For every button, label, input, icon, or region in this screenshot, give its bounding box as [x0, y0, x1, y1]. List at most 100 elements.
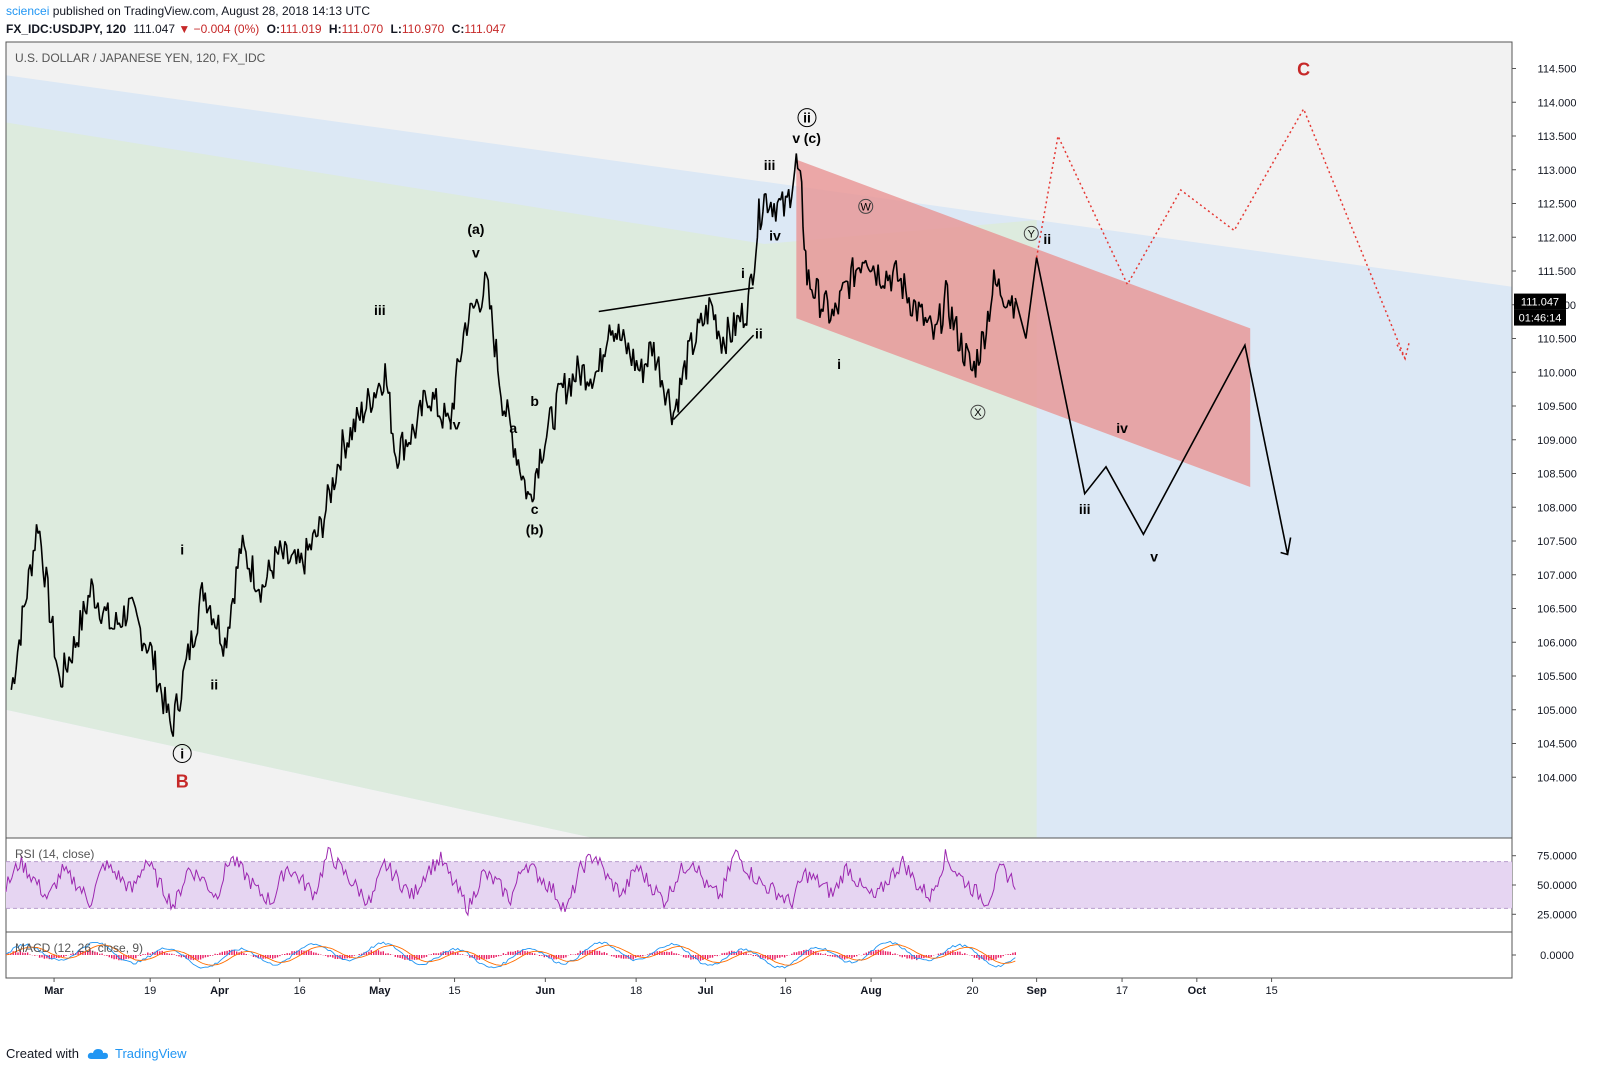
rsi-band	[6, 861, 1512, 909]
open-value: 111.019	[279, 22, 322, 36]
wave-label: iv	[1116, 420, 1128, 436]
wave-label: ii	[755, 326, 763, 342]
tradingview-brand: TradingView	[114, 1046, 187, 1061]
price-axis-label: 105.500	[1537, 671, 1577, 683]
price-axis-label: 104.500	[1537, 739, 1577, 751]
price-axis-label: 112.000	[1538, 232, 1577, 244]
wave-label-circle	[858, 198, 874, 214]
high-label: H:	[328, 22, 342, 36]
wave-label: a	[509, 420, 517, 436]
rsi-title: RSI (14, close)	[15, 847, 94, 861]
low-label: L:	[390, 22, 402, 36]
footer: Created with TradingView	[6, 1046, 187, 1061]
wave-label: ii	[1043, 231, 1051, 247]
wave-label: v	[472, 245, 480, 261]
time-axis-label: 19	[144, 985, 156, 997]
wave-label: iv	[769, 228, 781, 244]
price-axis-label: 107.000	[1537, 570, 1577, 582]
wave-label: ii	[210, 677, 218, 693]
chart-border	[5, 41, 1513, 979]
wave-label: i	[180, 745, 184, 761]
time-axis-label: 15	[1265, 985, 1277, 997]
time-axis-label: Oct	[1188, 985, 1207, 997]
wave-label-circle	[172, 743, 192, 763]
time-axis-label: Apr	[210, 985, 230, 997]
wave-label: W	[861, 201, 872, 213]
price-axis-label: 108.000	[1537, 502, 1577, 514]
wave-label: C	[1297, 59, 1310, 79]
close-value: 111.047	[464, 22, 506, 36]
price-axis-label: 112.500	[1538, 199, 1577, 211]
price-axis-label: 109.500	[1537, 401, 1577, 413]
high-value: 111.070	[341, 22, 384, 36]
time-axis-label: 18	[630, 985, 642, 997]
chart-title: U.S. DOLLAR / JAPANESE YEN, 120, FX_IDC	[15, 51, 266, 65]
macd-title: MACD (12, 26, close, 9)	[15, 941, 143, 955]
wedge-lower-line	[672, 334, 755, 421]
last-price-marker	[1514, 293, 1566, 310]
wave-label: i	[837, 356, 841, 372]
low-value: 110.970	[401, 22, 445, 36]
price-axis-label: 107.500	[1537, 536, 1577, 548]
time-axis-label: Aug	[860, 985, 881, 997]
tradingview-link[interactable]: TradingView	[87, 1046, 187, 1061]
price-axis-label: 106.000	[1537, 637, 1577, 649]
last-price: 111.047	[133, 22, 175, 36]
wave-label: B	[176, 771, 189, 791]
time-axis-label: Jun	[536, 985, 556, 997]
publish-info: published on TradingView.com, August 28,…	[52, 4, 371, 18]
channel-red	[796, 159, 1251, 487]
time-axis-label: Jul	[698, 985, 714, 997]
open-label: O:	[266, 22, 280, 36]
price-axis-label: 113.500	[1538, 131, 1577, 143]
price-axis-label: 111.500	[1538, 266, 1576, 278]
price-axis-label: 114.500	[1538, 64, 1577, 76]
macd-axis-label: 0.0000	[1540, 950, 1574, 962]
projection-alt-path	[1035, 107, 1406, 359]
projection-main-path	[1014, 257, 1289, 555]
time-axis-label: 15	[448, 985, 460, 997]
change-label: ▼ −0.004 (0%)	[178, 22, 260, 36]
time-axis-label: 16	[780, 985, 792, 997]
last-price-text: 111.047	[1521, 297, 1559, 309]
macd-signal-line	[5, 944, 1016, 966]
wave-label: (c)	[804, 130, 821, 146]
wave-label: c	[531, 501, 539, 517]
close-label: C:	[451, 22, 465, 36]
wave-label: iv	[449, 417, 461, 433]
wave-label: ii	[803, 110, 811, 126]
author-link[interactable]: sciencei	[6, 4, 50, 18]
time-axis-label: Mar	[44, 985, 64, 997]
projection-alt-arrowhead	[1396, 342, 1410, 361]
wedge-upper-line	[598, 287, 754, 313]
wave-label: (a)	[467, 221, 484, 237]
wave-label-circle	[797, 108, 817, 128]
projection-main-arrowhead	[1280, 537, 1292, 556]
wave-label: X	[974, 407, 982, 419]
tradingview-cloud-icon	[87, 1048, 108, 1059]
price-axis-label: 108.500	[1537, 469, 1577, 481]
wave-label: v	[1150, 548, 1158, 564]
price-axis-label: 113.000	[1538, 165, 1577, 177]
price-axis-label: 105.000	[1537, 705, 1577, 717]
time-axis-label: Sep	[1027, 985, 1047, 997]
wave-label-circle	[1023, 225, 1039, 241]
macd-line	[5, 940, 1016, 969]
time-axis-label: 20	[966, 985, 978, 997]
wave-label: b	[530, 393, 539, 409]
rsi-line	[5, 846, 1016, 917]
time-axis-label: 16	[294, 985, 306, 997]
rsi-axis-label: 50.0000	[1537, 880, 1577, 892]
time-axis-label: 17	[1116, 985, 1128, 997]
rsi-axis-label: 75.0000	[1537, 851, 1577, 863]
wave-label: (b)	[526, 521, 544, 537]
price-axis-label: 106.500	[1537, 604, 1577, 616]
wave-label-circle	[970, 404, 986, 420]
publish-header: sciencei published on TradingView.com, A…	[6, 3, 370, 20]
time-axis-label: May	[369, 985, 391, 997]
price-axis-label: 110.000	[1538, 367, 1577, 379]
price-axis-label: 114.000	[1538, 97, 1577, 109]
wave-label: iii	[1079, 501, 1091, 517]
